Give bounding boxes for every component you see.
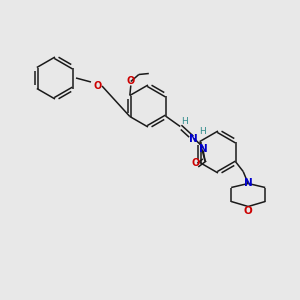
Text: O: O	[94, 81, 102, 91]
Text: N: N	[244, 178, 253, 188]
Text: N: N	[199, 143, 208, 154]
Text: H: H	[199, 127, 206, 136]
Text: N: N	[189, 134, 198, 143]
Text: H: H	[181, 117, 188, 126]
Text: O: O	[244, 206, 253, 215]
Text: O: O	[127, 76, 135, 85]
Text: O: O	[191, 158, 199, 169]
